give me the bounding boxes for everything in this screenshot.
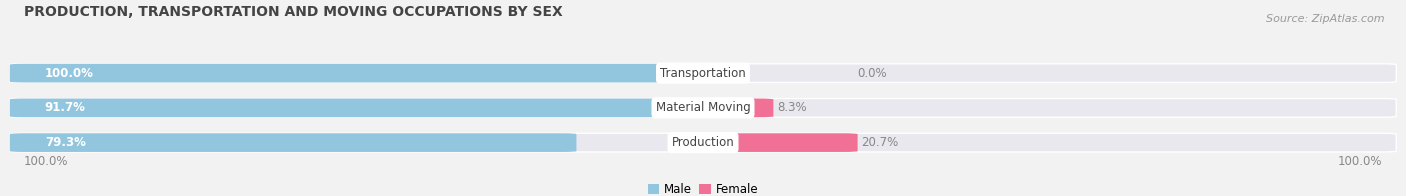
Text: 0.0%: 0.0% — [858, 67, 887, 80]
Text: Production: Production — [672, 136, 734, 149]
Text: Material Moving: Material Moving — [655, 101, 751, 114]
FancyBboxPatch shape — [689, 99, 773, 117]
FancyBboxPatch shape — [10, 133, 576, 152]
Text: 20.7%: 20.7% — [860, 136, 898, 149]
Text: 100.0%: 100.0% — [45, 67, 94, 80]
FancyBboxPatch shape — [10, 64, 1396, 83]
Text: Transportation: Transportation — [661, 67, 745, 80]
Text: PRODUCTION, TRANSPORTATION AND MOVING OCCUPATIONS BY SEX: PRODUCTION, TRANSPORTATION AND MOVING OC… — [24, 5, 562, 19]
Legend: Male, Female: Male, Female — [648, 183, 758, 196]
FancyBboxPatch shape — [10, 99, 1396, 117]
Text: 100.0%: 100.0% — [24, 155, 69, 168]
Text: 8.3%: 8.3% — [778, 101, 807, 114]
Text: 100.0%: 100.0% — [1337, 155, 1382, 168]
Text: 79.3%: 79.3% — [45, 136, 86, 149]
FancyBboxPatch shape — [689, 133, 858, 152]
FancyBboxPatch shape — [10, 64, 717, 83]
Text: 91.7%: 91.7% — [45, 101, 86, 114]
FancyBboxPatch shape — [10, 133, 1396, 152]
Text: Source: ZipAtlas.com: Source: ZipAtlas.com — [1267, 14, 1385, 24]
FancyBboxPatch shape — [10, 99, 661, 117]
